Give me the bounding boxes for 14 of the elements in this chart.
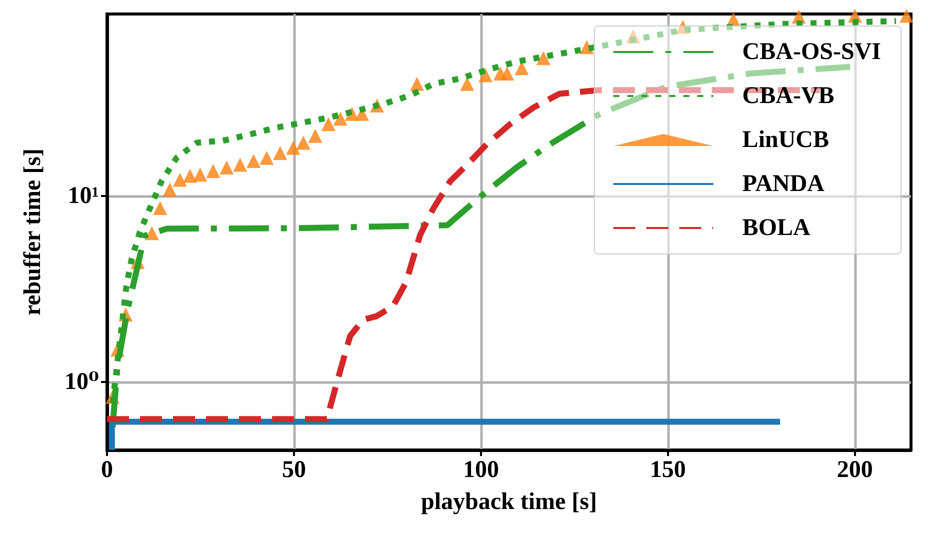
y-axis-title: rebuffer time [s] xyxy=(20,148,46,316)
x-tick-label: 100 xyxy=(462,457,499,483)
legend-label: PANDA xyxy=(742,171,826,197)
x-tick-label: 150 xyxy=(650,457,686,483)
y-tick-label: 10⁰ xyxy=(64,368,99,395)
legend-label: LinUCB xyxy=(742,127,830,153)
legend-label: CBA-OS-SVI xyxy=(742,39,882,65)
x-tick-label: 0 xyxy=(101,457,113,483)
legend-label: CBA-VB xyxy=(742,83,834,109)
y-tick-label: 10¹ xyxy=(68,182,99,209)
legend-label: BOLA xyxy=(742,215,811,241)
x-axis-title: playback time [s] xyxy=(421,489,597,515)
x-tick-label: 200 xyxy=(836,457,873,483)
x-tick-label: 50 xyxy=(282,457,306,483)
